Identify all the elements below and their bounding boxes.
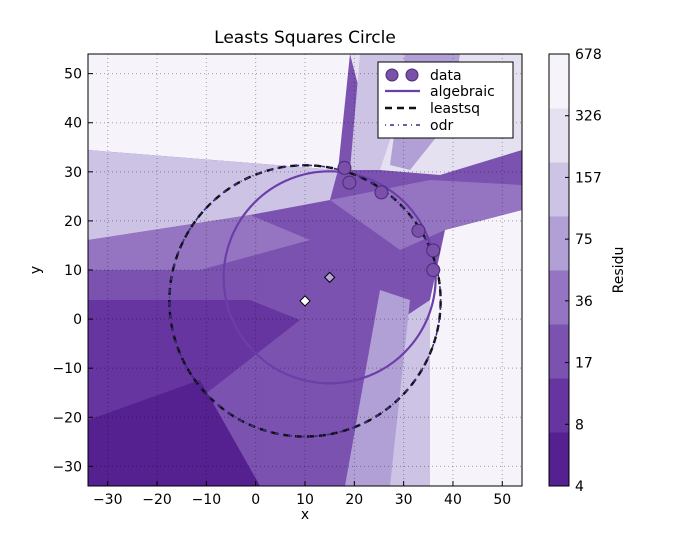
x-tick-label: −20 [142, 492, 172, 508]
data-point [426, 263, 441, 277]
chart-title: Leasts Squares Circle [214, 28, 396, 48]
colorbar: 4 8 17 36 75 157 326 678 [548, 47, 602, 495]
colorbar-tick-label: 678 [575, 47, 602, 63]
colorbar-tick-label: 157 [575, 170, 602, 186]
legend-label: algebraic [430, 84, 495, 100]
data-point [337, 160, 352, 175]
colorbar-segment [549, 108, 569, 163]
colorbar-tick-label: 75 [575, 232, 593, 248]
colorbar-segment [549, 54, 569, 109]
circle-odr [168, 164, 442, 438]
colorbar-tick-label: 4 [575, 479, 584, 495]
x-axis-ticks: −30 −20 −10 0 10 20 30 40 50 [93, 481, 511, 508]
colorbar-label: Residu [611, 247, 627, 294]
y-tick-label: 10 [64, 263, 82, 279]
x-tick-label: 30 [395, 492, 413, 508]
legend-label: data [430, 68, 462, 84]
y-tick-label: 40 [64, 116, 82, 132]
legend-swatch-data [405, 68, 419, 82]
y-tick-label: 50 [64, 67, 82, 83]
x-tick-label: −10 [192, 492, 222, 508]
x-tick-label: 40 [444, 492, 462, 508]
legend-box [377, 61, 514, 139]
chart-marks [168, 160, 442, 438]
colorbar-tick-label: 326 [575, 109, 602, 125]
x-tick-label: 20 [345, 492, 363, 508]
colorbar-tick-label: 36 [575, 294, 593, 310]
colorbar-segment [549, 162, 569, 217]
data-point [374, 185, 389, 200]
y-tick-label: 30 [64, 165, 82, 181]
x-tick-label: 50 [493, 492, 511, 508]
x-tick-label: 10 [296, 492, 314, 508]
legend-label: leastsq [430, 101, 480, 117]
x-axis-label: x [301, 507, 309, 523]
y-tick-label: 20 [64, 214, 82, 230]
colorbar-tick-label: 17 [575, 356, 593, 372]
colorbar-segment [549, 216, 569, 271]
colorbar-segment [549, 432, 569, 487]
data-point [426, 243, 441, 258]
y-tick-label: −10 [52, 361, 82, 377]
colorbar-segment [549, 324, 569, 379]
grid [88, 54, 522, 486]
y-tick-label: −20 [52, 410, 82, 426]
colorbar-segment [549, 270, 569, 325]
y-tick-label: 0 [73, 312, 82, 328]
x-tick-label: 0 [251, 492, 260, 508]
x-tick-label: −30 [93, 492, 123, 508]
data-point [342, 175, 357, 190]
center-marker [299, 295, 311, 307]
legend-swatch-data [385, 68, 399, 82]
legend-label: odr [430, 118, 453, 134]
data-point [411, 223, 426, 238]
y-tick-label: −30 [52, 459, 82, 475]
colorbar-segment [549, 378, 569, 433]
y-axis-ticks: −30 −20 −10 0 10 20 30 40 50 [52, 67, 93, 475]
center-marker [323, 271, 336, 284]
colorbar-tick-label: 8 [575, 417, 584, 433]
circle-algebraic [222, 170, 437, 385]
colorbar-frame [548, 53, 570, 487]
y-axis-label: y [28, 266, 44, 274]
